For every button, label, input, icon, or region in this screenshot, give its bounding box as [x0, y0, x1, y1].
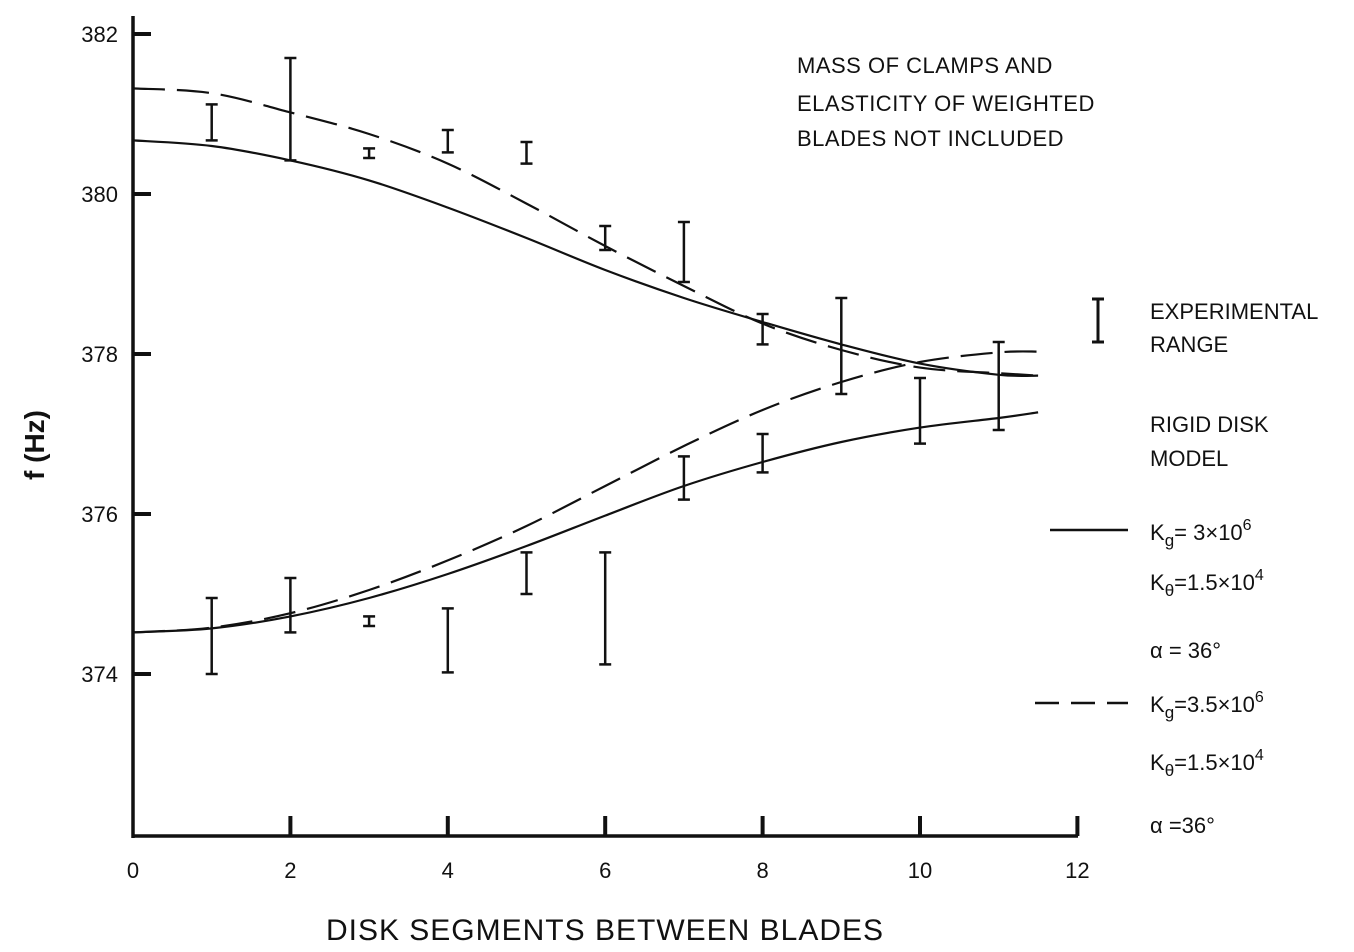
y-tick-label: 380: [81, 182, 118, 207]
y-tick-label: 382: [81, 22, 118, 47]
x-tick-label: 12: [1065, 858, 1089, 883]
error-bar: [520, 551, 533, 596]
experimental-error-bars: [205, 56, 1005, 676]
x-tick-label: 4: [442, 858, 454, 883]
legend-solid-alpha: α = 36°: [1150, 638, 1221, 663]
error-bar: [363, 147, 376, 160]
annotation-line: BLADES NOT INCLUDED: [797, 126, 1064, 151]
error-bar: [599, 224, 612, 252]
y-tick-labels: 374 376 378 380 382: [81, 22, 118, 687]
x-tick-labels: 0 2 4 6 8 10 12: [127, 858, 1090, 883]
legend-solid-ktheta: Kθ=1.5×104: [1150, 567, 1264, 600]
error-bar: [284, 56, 297, 162]
legend-dashed-kg: Kg=3.5×106: [1150, 689, 1264, 722]
error-bar: [914, 376, 926, 445]
error-bar: [205, 103, 218, 142]
error-bar: [756, 312, 769, 346]
legend-solid-kg: Kg= 3×106: [1150, 517, 1252, 550]
legend-model-title: RIGID DISK: [1150, 412, 1269, 437]
annotation: MASS OF CLAMPS AND ELASTICITY OF WEIGHTE…: [797, 53, 1095, 151]
x-tick-label: 2: [284, 858, 296, 883]
error-bar: [205, 596, 218, 676]
model-curves: [132, 87, 1039, 634]
error-bar: [363, 615, 376, 628]
error-bar: [677, 220, 690, 284]
x-tick-label: 0: [127, 858, 139, 883]
axis-ticks: [133, 32, 1080, 836]
y-tick-label: 374: [81, 662, 118, 687]
error-bar: [756, 432, 769, 474]
legend: EXPERIMENTAL RANGE RIGID DISK MODEL Kg= …: [1035, 297, 1318, 838]
y-axis-title: f (Hz): [19, 410, 50, 480]
legend-experimental-label: EXPERIMENTAL: [1150, 299, 1318, 324]
x-axis-title: DISK SEGMENTS BETWEEN BLADES: [326, 914, 884, 947]
error-bar: [441, 607, 454, 674]
y-tick-label: 378: [81, 342, 118, 367]
solid-lower-curve: [132, 411, 1039, 634]
error-bar: [284, 576, 297, 634]
annotation-line: MASS OF CLAMPS AND: [797, 53, 1053, 78]
legend-error-bar-symbol: [1092, 297, 1104, 344]
y-tick-label: 376: [81, 502, 118, 527]
x-tick-label: 6: [599, 858, 611, 883]
error-bar: [677, 455, 690, 501]
x-tick-label: 10: [908, 858, 932, 883]
error-bar: [441, 128, 454, 154]
solid-upper-curve: [132, 139, 1039, 378]
legend-dashed-ktheta: Kθ=1.5×104: [1150, 747, 1264, 780]
error-bar: [520, 140, 533, 165]
x-tick-label: 8: [756, 858, 768, 883]
legend-model-title: MODEL: [1150, 446, 1228, 471]
legend-experimental-label: RANGE: [1150, 332, 1228, 357]
error-bar: [599, 551, 612, 666]
annotation-line: ELASTICITY OF WEIGHTED: [797, 91, 1095, 116]
plot-area: [131, 16, 1080, 838]
error-bar: [992, 340, 1005, 432]
dashed-lower-curve: [132, 350, 1039, 634]
error-bar: [835, 296, 848, 396]
legend-dashed-alpha: α =36°: [1150, 813, 1215, 838]
